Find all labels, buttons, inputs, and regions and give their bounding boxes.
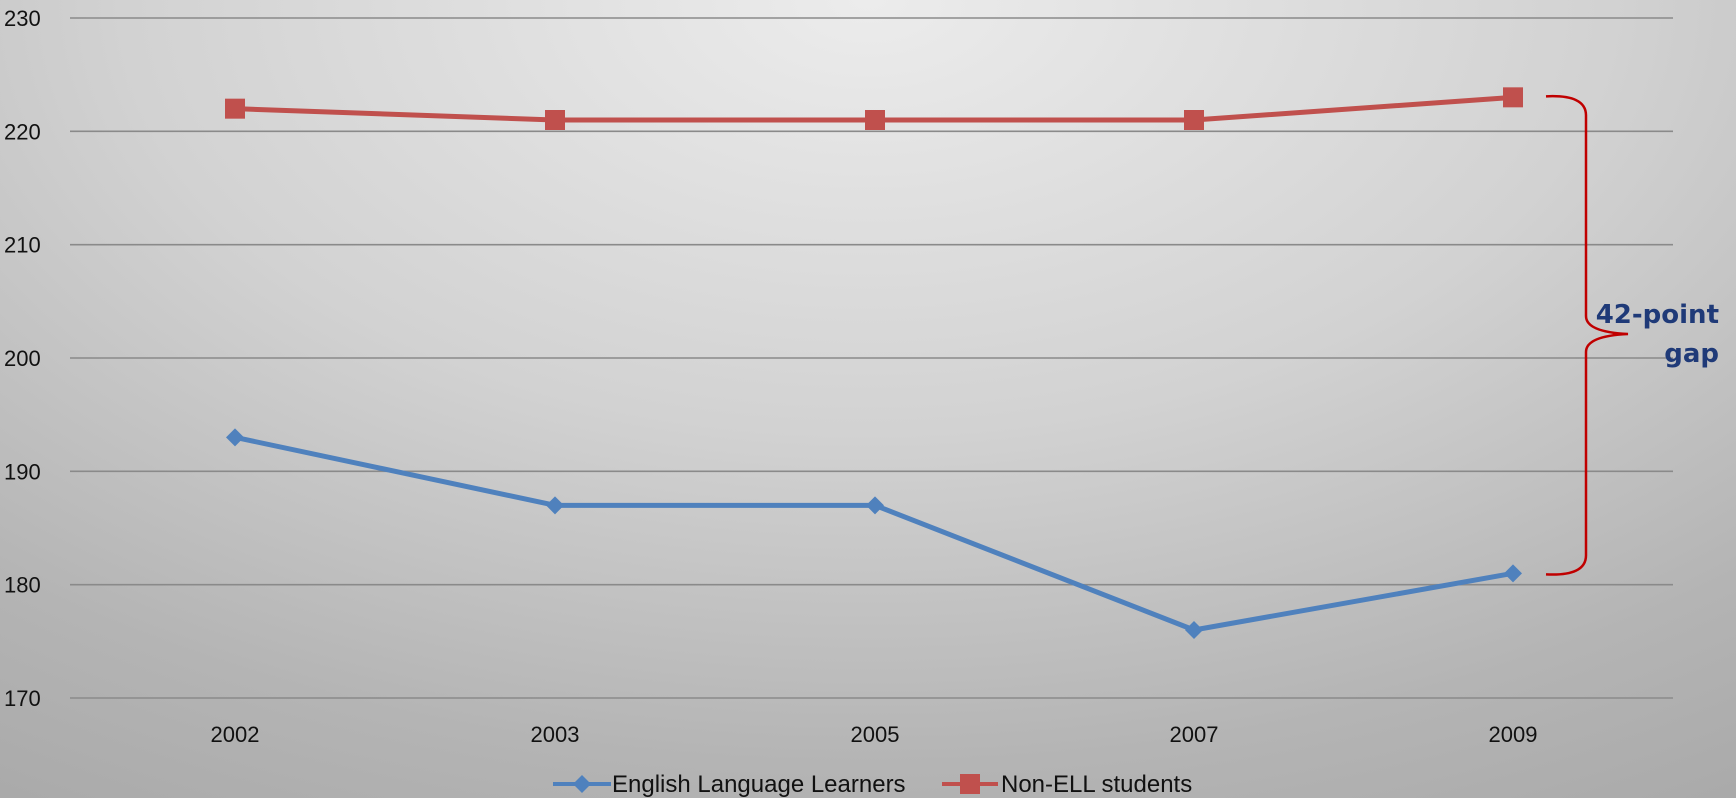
- gap-bracket: [1546, 96, 1628, 574]
- x-axis-tick-labels: 2002 2003 2005 2007 2009: [211, 722, 1538, 747]
- legend: English Language Learners Non-ELL studen…: [553, 771, 1192, 798]
- gap-annotation-line1: 42-point: [1596, 300, 1719, 330]
- legend-label-ell: English Language Learners: [612, 771, 906, 798]
- x-tick-label-2009: 2009: [1489, 722, 1538, 747]
- legend-item-non-ell: Non-ELL students: [942, 771, 1192, 798]
- legend-label-non-ell: Non-ELL students: [1001, 771, 1192, 798]
- y-tick-label-180: 180: [4, 573, 41, 598]
- data-point: [225, 99, 245, 119]
- y-tick-label-230: 230: [4, 6, 41, 31]
- series-line: [235, 437, 1513, 630]
- x-tick-label-2007: 2007: [1170, 722, 1219, 747]
- series-ell: [226, 428, 1522, 639]
- data-point: [1185, 621, 1203, 639]
- data-point: [1503, 87, 1523, 107]
- gap-annotation: 42-point gap: [1546, 96, 1719, 574]
- data-point: [1184, 110, 1204, 130]
- data-point: [1504, 564, 1522, 582]
- legend-marker-non-ell: [960, 774, 980, 794]
- y-tick-label-190: 190: [4, 459, 41, 484]
- y-tick-label-170: 170: [4, 686, 41, 711]
- y-tick-label-210: 210: [4, 233, 41, 258]
- gap-annotation-line2: gap: [1664, 339, 1719, 369]
- legend-item-ell: English Language Learners: [553, 771, 906, 798]
- legend-marker-ell: [573, 775, 591, 793]
- data-point: [546, 496, 564, 514]
- data-point: [866, 496, 884, 514]
- y-axis-tick-labels: 170 180 190 200 210 220 230: [4, 6, 41, 711]
- x-tick-label-2002: 2002: [211, 722, 260, 747]
- series-group: [225, 87, 1523, 639]
- data-point: [865, 110, 885, 130]
- y-tick-label-200: 200: [4, 346, 41, 371]
- data-point: [226, 428, 244, 446]
- series-non-ell: [225, 87, 1523, 130]
- x-tick-label-2003: 2003: [531, 722, 580, 747]
- y-tick-label-220: 220: [4, 119, 41, 144]
- data-point: [545, 110, 565, 130]
- x-tick-label-2005: 2005: [851, 722, 900, 747]
